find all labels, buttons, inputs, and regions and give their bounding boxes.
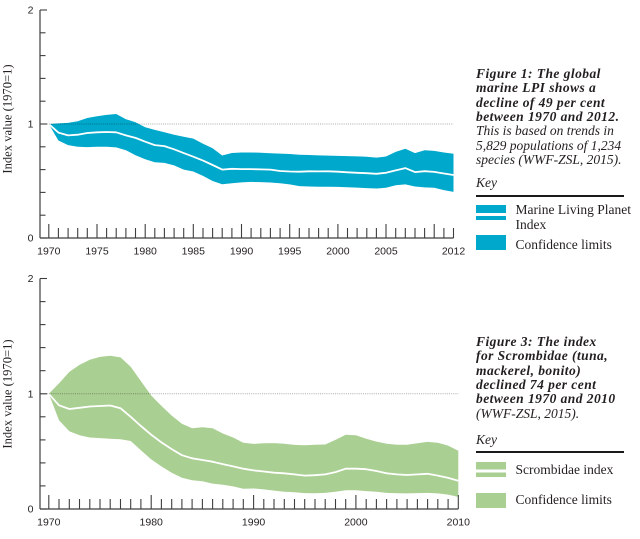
svg-text:1: 1	[28, 119, 34, 131]
svg-text:0: 0	[28, 233, 34, 245]
svg-text:1990: 1990	[242, 517, 266, 529]
svg-text:2: 2	[28, 5, 34, 17]
svg-text:1970: 1970	[37, 517, 61, 529]
svg-text:1975: 1975	[85, 246, 109, 258]
svg-text:1: 1	[28, 388, 34, 400]
svg-text:Index value (1970=1): Index value (1970=1)	[1, 64, 15, 173]
svg-text:1985: 1985	[182, 246, 206, 258]
svg-text:1980: 1980	[140, 517, 164, 529]
svg-text:1995: 1995	[278, 246, 302, 258]
svg-text:Index value (1970=1): Index value (1970=1)	[1, 339, 15, 448]
svg-text:0: 0	[28, 504, 34, 516]
svg-text:2: 2	[28, 273, 34, 285]
svg-text:1970: 1970	[37, 246, 61, 258]
svg-text:2005: 2005	[374, 246, 398, 258]
svg-text:2000: 2000	[326, 246, 350, 258]
svg-text:1980: 1980	[134, 246, 158, 258]
svg-text:2010: 2010	[447, 517, 471, 529]
svg-text:2012: 2012	[442, 246, 466, 258]
svg-text:2000: 2000	[344, 517, 368, 529]
svg-text:1990: 1990	[230, 246, 254, 258]
